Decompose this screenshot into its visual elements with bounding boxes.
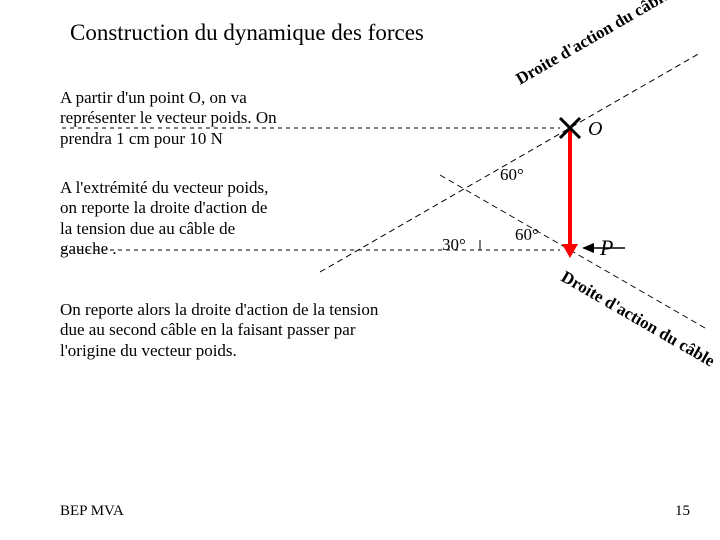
label-lower-cable: Droite d'action du câble: [558, 267, 719, 371]
paragraph-2: A l'extrémité du vecteur poids, on repor…: [60, 178, 280, 260]
o-cross-1: [560, 118, 580, 138]
page: Construction du dynamique des forces A p…: [0, 0, 720, 540]
angle-60-lower: 60°: [515, 225, 539, 244]
footer-left: BEP MVA: [60, 503, 124, 520]
angle-30: 30°: [442, 235, 466, 254]
action-line-lower: [440, 175, 705, 328]
weight-arrowhead: [562, 244, 578, 258]
label-O: O: [588, 118, 602, 140]
angle-60-upper: 60°: [500, 165, 524, 184]
action-line-upper: [320, 53, 700, 272]
page-title: Construction du dynamique des forces: [70, 20, 424, 46]
footer-right: 15: [675, 503, 690, 520]
paragraph-1: A partir d'un point O, on va représenter…: [60, 88, 310, 149]
p-pointer-arrow: [582, 243, 594, 253]
paragraph-3: On reporte alors la droite d'action de l…: [60, 300, 390, 361]
o-cross-2: [560, 118, 580, 138]
label-P: P: [599, 235, 613, 260]
diagram-svg: O P 60° 60° 30° Droite d'action du câble…: [0, 0, 720, 540]
label-upper-cable: Droite d'action du câble: [513, 0, 674, 88]
